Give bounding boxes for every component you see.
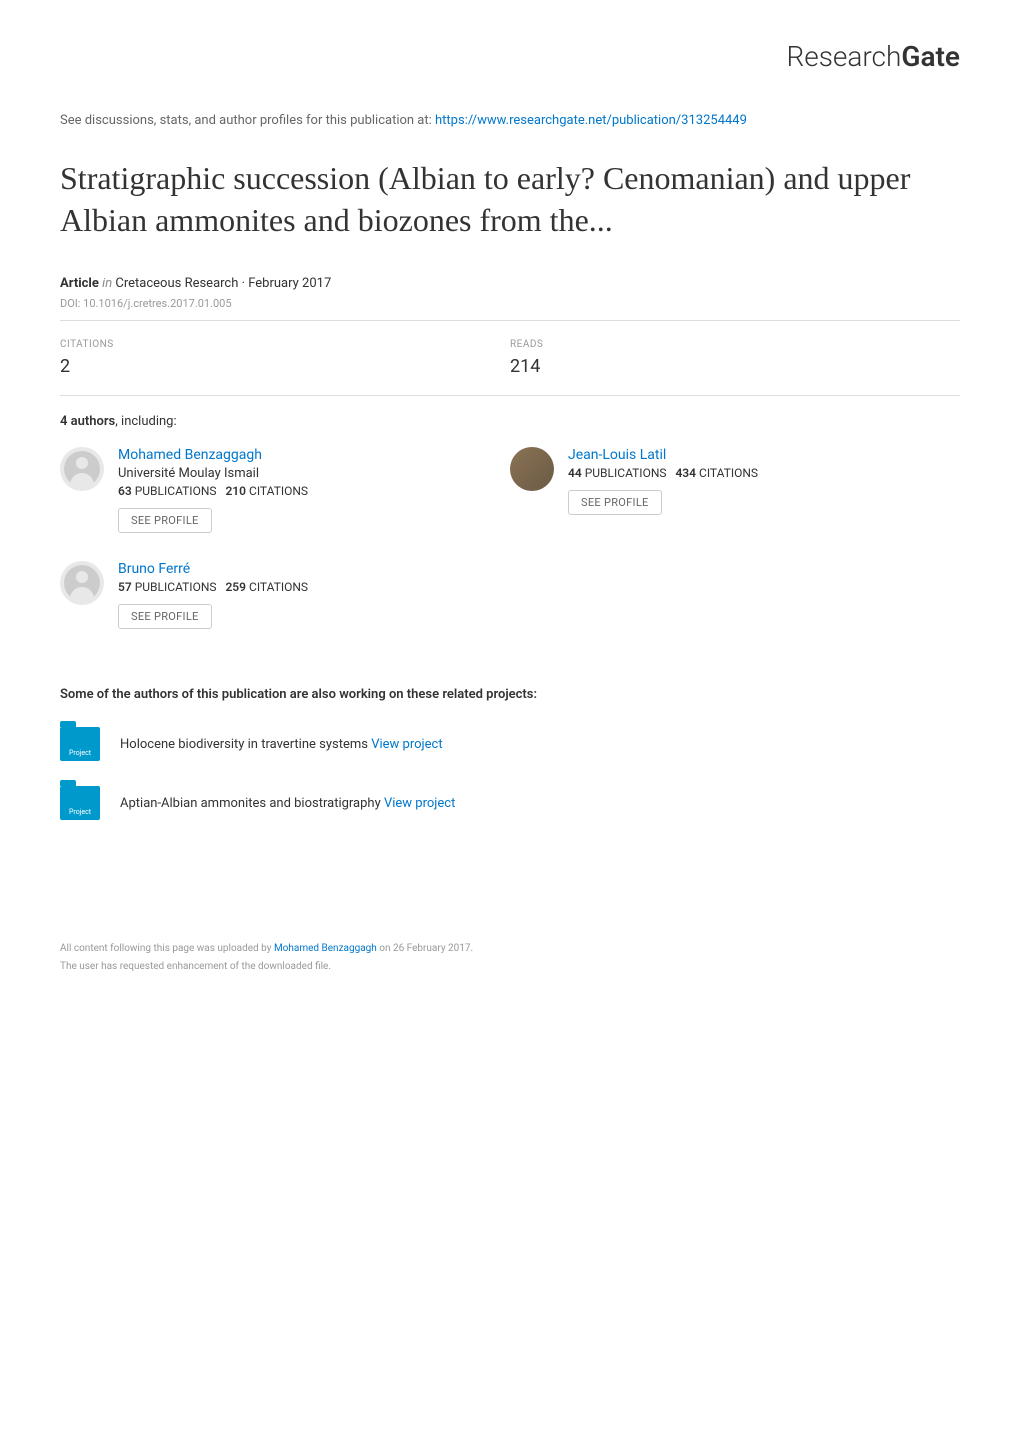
- publication-url-link[interactable]: https://www.researchgate.net/publication…: [435, 113, 747, 128]
- citations-col: CITATIONS 2: [60, 339, 510, 377]
- reads-value: 214: [510, 356, 960, 377]
- see-profile-button[interactable]: SEE PROFILE: [568, 490, 662, 515]
- reads-col: READS 214: [510, 339, 960, 377]
- pubs-count: 63: [118, 484, 132, 498]
- author-affiliation: Université Moulay Ismail: [118, 466, 510, 481]
- logo-text-light: Research: [786, 40, 901, 73]
- author-info: Mohamed Benzaggagh Université Moulay Ism…: [118, 447, 510, 533]
- discussions-line: See discussions, stats, and author profi…: [60, 113, 960, 128]
- avatar[interactable]: [510, 447, 554, 491]
- authors-heading: 4 authors, including:: [60, 414, 960, 429]
- reads-label: READS: [510, 339, 960, 350]
- project-folder-icon[interactable]: Project: [60, 786, 100, 820]
- citations-value: 2: [60, 356, 510, 377]
- footer: All content following this page was uplo…: [60, 940, 960, 976]
- authors-count: 4 authors: [60, 414, 115, 429]
- author-stats: 44 PUBLICATIONS 434 CITATIONS: [568, 466, 960, 480]
- article-meta: Article in Cretaceous Research · Februar…: [60, 276, 960, 291]
- stats-row: CITATIONS 2 READS 214: [60, 321, 960, 395]
- project-icon-label: Project: [60, 749, 100, 757]
- author-name-link[interactable]: Mohamed Benzaggagh: [118, 447, 510, 463]
- project-folder-icon[interactable]: Project: [60, 727, 100, 761]
- authors-grid: Mohamed Benzaggagh Université Moulay Ism…: [60, 447, 960, 657]
- author-stats: 63 PUBLICATIONS 210 CITATIONS: [118, 484, 510, 498]
- author-info: Bruno Ferré 57 PUBLICATIONS 259 CITATION…: [118, 561, 510, 629]
- citations-label: CITATIONS: [60, 339, 510, 350]
- author-info: Jean-Louis Latil 44 PUBLICATIONS 434 CIT…: [568, 447, 960, 533]
- footer-line-2: The user has requested enhancement of th…: [60, 958, 960, 976]
- pubs-label: PUBLICATIONS: [135, 484, 217, 498]
- discussions-prefix: See discussions, stats, and author profi…: [60, 113, 435, 128]
- publication-title[interactable]: Stratigraphic succession (Albian to earl…: [60, 158, 960, 241]
- see-profile-button[interactable]: SEE PROFILE: [118, 508, 212, 533]
- pubs-count: 44: [568, 466, 582, 480]
- logo-text-bold: Gate: [901, 40, 960, 73]
- see-profile-button[interactable]: SEE PROFILE: [118, 604, 212, 629]
- cits-label: CITATIONS: [249, 580, 308, 594]
- project-row: Project Aptian-Albian ammonites and bios…: [60, 786, 960, 820]
- cits-count: 210: [225, 484, 246, 498]
- cits-label: CITATIONS: [699, 466, 758, 480]
- author-card: Mohamed Benzaggagh Université Moulay Ism…: [60, 447, 510, 533]
- doi: DOI: 10.1016/j.cretres.2017.01.005: [60, 297, 960, 310]
- cits-label: CITATIONS: [249, 484, 308, 498]
- project-text: Holocene biodiversity in travertine syst…: [120, 737, 443, 752]
- author-name-link[interactable]: Bruno Ferré: [118, 561, 510, 577]
- project-icon-label: Project: [60, 808, 100, 816]
- authors-suffix: , including:: [115, 414, 176, 429]
- project-title: Aptian-Albian ammonites and biostratigra…: [120, 796, 384, 811]
- avatar-placeholder-icon: [64, 565, 100, 601]
- footer-prefix: All content following this page was uplo…: [60, 943, 274, 954]
- footer-author-link[interactable]: Mohamed Benzaggagh: [274, 943, 377, 954]
- researchgate-logo[interactable]: ResearchGate: [60, 40, 960, 73]
- project-text: Aptian-Albian ammonites and biostratigra…: [120, 796, 455, 811]
- in-label: in: [102, 276, 112, 291]
- article-type: Article: [60, 276, 99, 291]
- author-stats: 57 PUBLICATIONS 259 CITATIONS: [118, 580, 510, 594]
- footer-line-1: All content following this page was uplo…: [60, 940, 960, 958]
- cits-count: 434: [675, 466, 696, 480]
- pubs-count: 57: [118, 580, 132, 594]
- avatar-placeholder-icon: [64, 451, 100, 487]
- avatar-photo: [510, 447, 554, 491]
- project-title: Holocene biodiversity in travertine syst…: [120, 737, 371, 752]
- divider: [60, 395, 960, 396]
- pubs-label: PUBLICATIONS: [135, 580, 217, 594]
- avatar[interactable]: [60, 561, 104, 605]
- view-project-link[interactable]: View project: [371, 737, 442, 752]
- author-card: Jean-Louis Latil 44 PUBLICATIONS 434 CIT…: [510, 447, 960, 533]
- projects-heading: Some of the authors of this publication …: [60, 687, 960, 702]
- footer-suffix: on 26 February 2017.: [377, 943, 473, 954]
- author-name-link[interactable]: Jean-Louis Latil: [568, 447, 960, 463]
- avatar[interactable]: [60, 447, 104, 491]
- view-project-link[interactable]: View project: [384, 796, 455, 811]
- pubs-label: PUBLICATIONS: [585, 466, 667, 480]
- journal-name: Cretaceous Research · February 2017: [115, 276, 331, 291]
- project-row: Project Holocene biodiversity in travert…: [60, 727, 960, 761]
- author-card: Bruno Ferré 57 PUBLICATIONS 259 CITATION…: [60, 561, 510, 629]
- cits-count: 259: [225, 580, 246, 594]
